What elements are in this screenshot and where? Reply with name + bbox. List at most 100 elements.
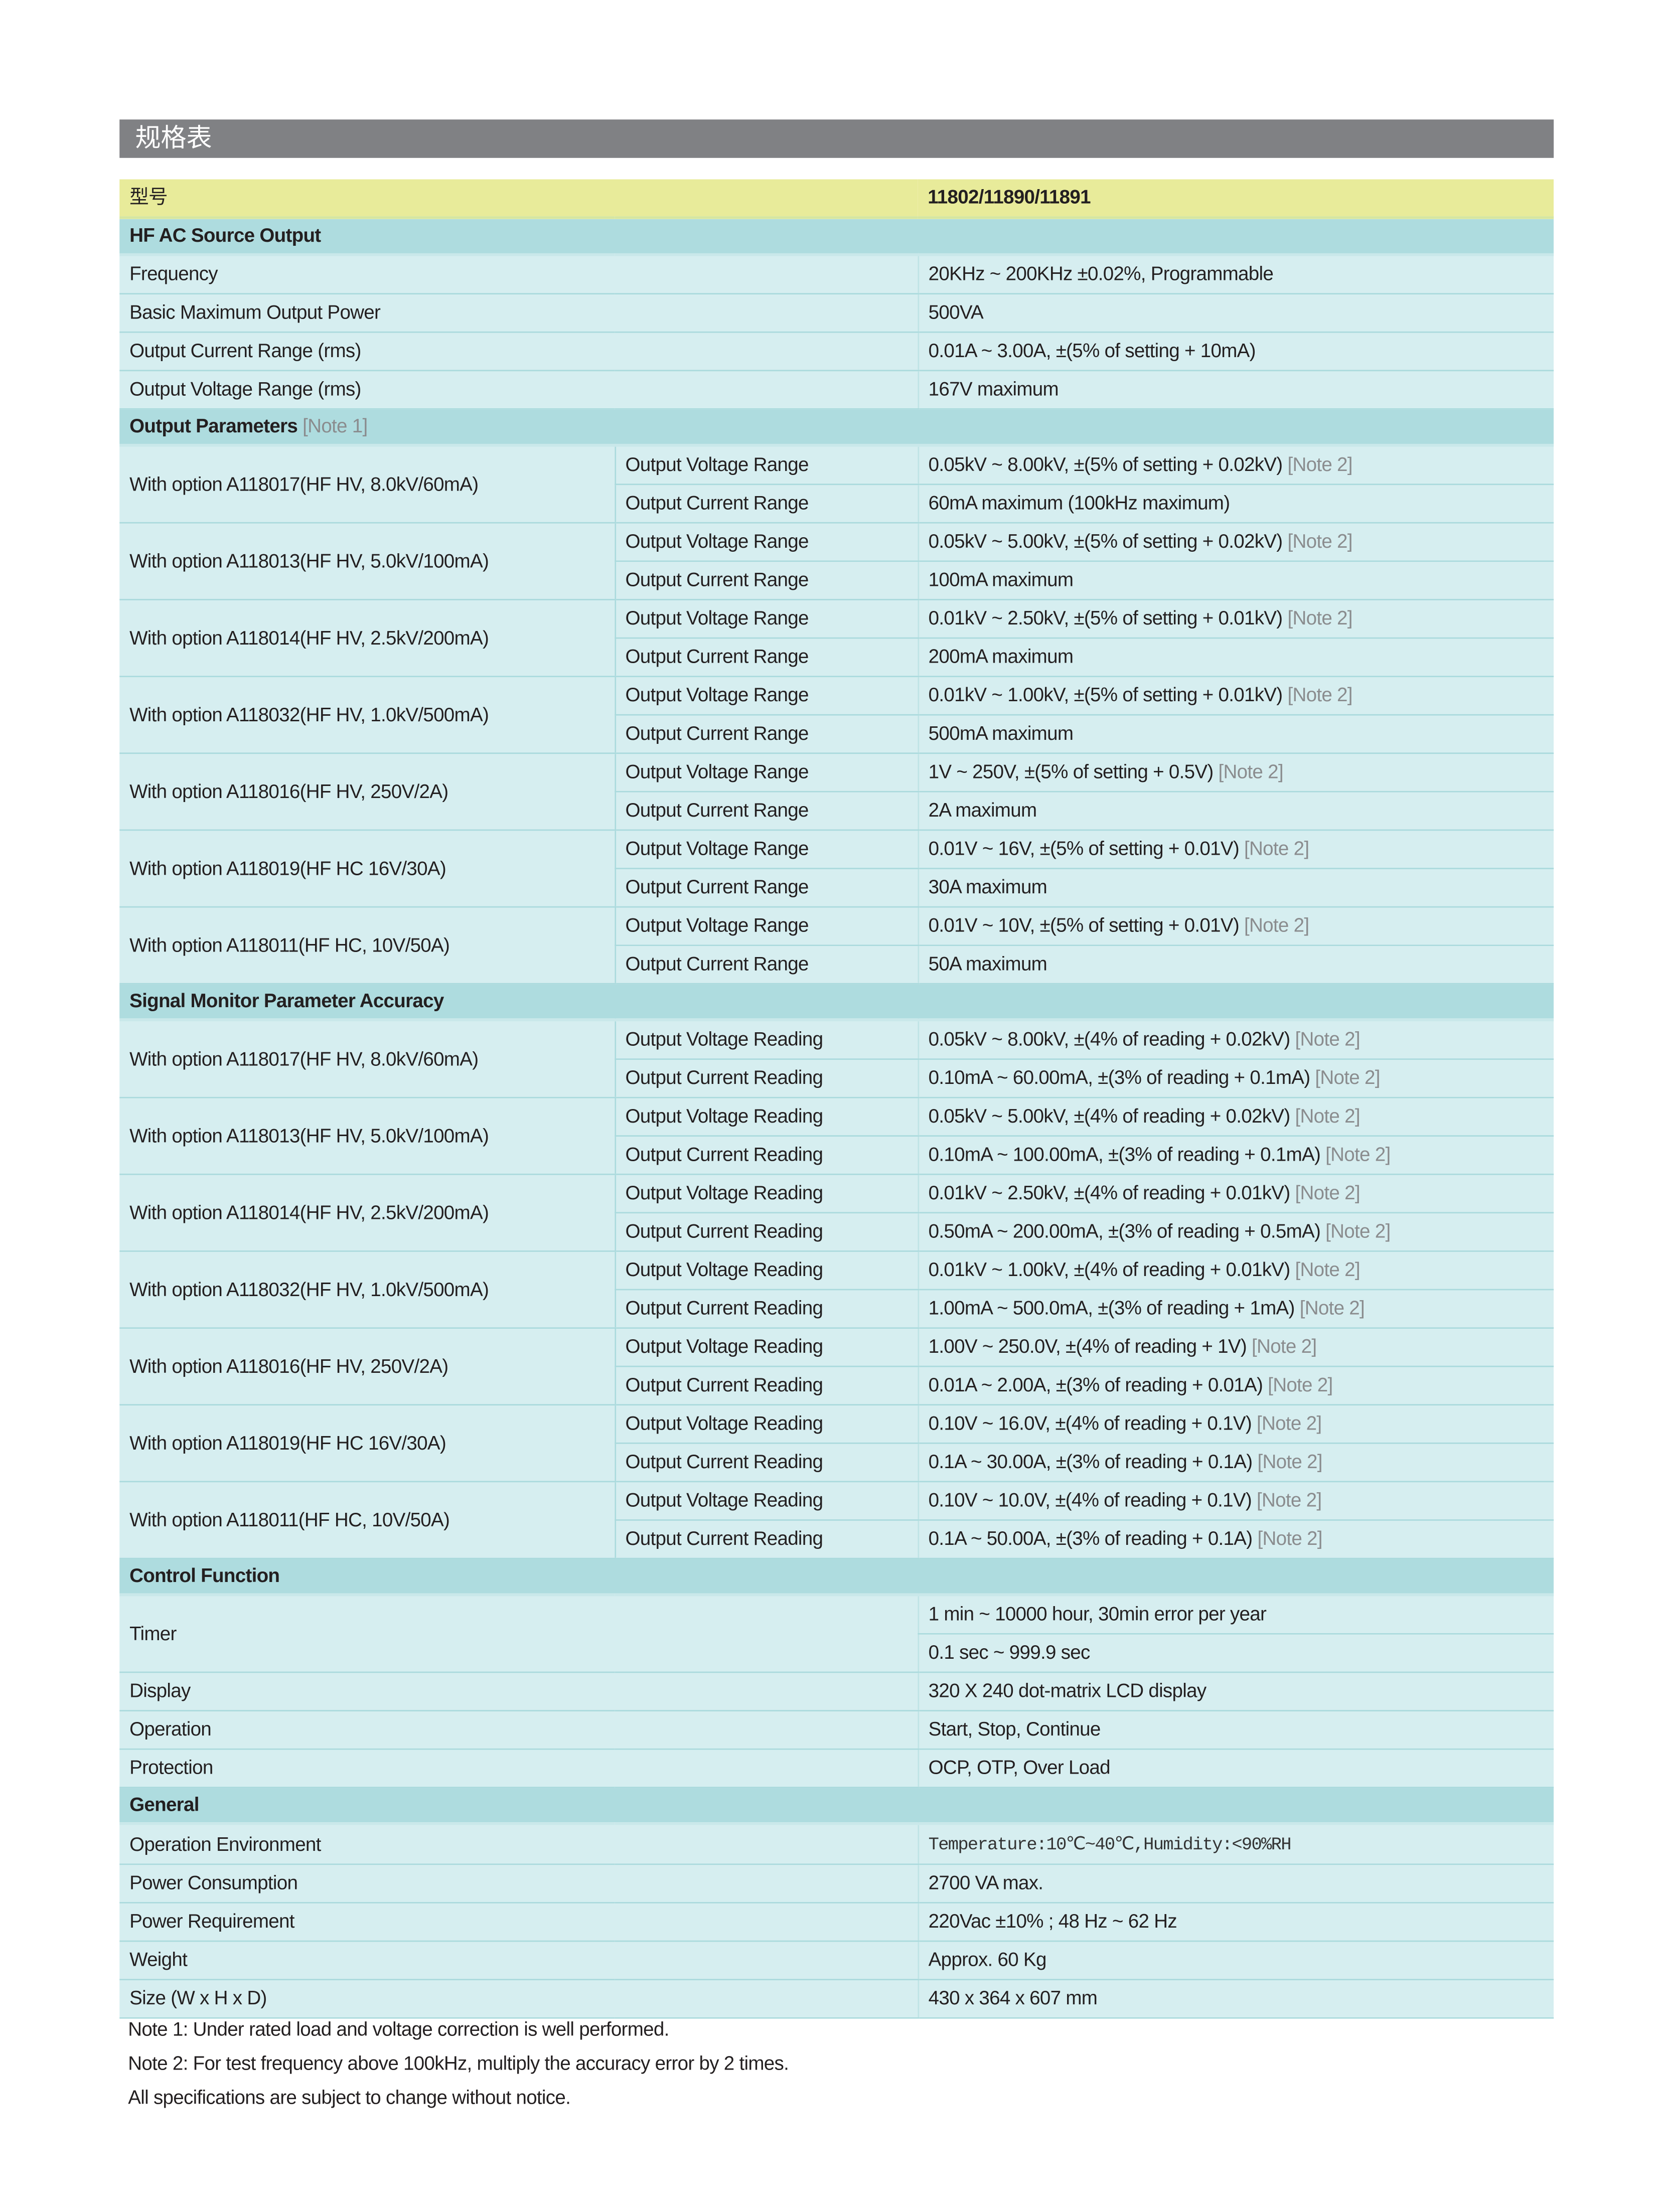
table-row: Timer 1 min ~ 10000 hour, 30min error per… <box>119 1595 1554 1673</box>
spec-value: 0.05kV ~ 5.00kV, ±(4% of reading + 0.02k… <box>928 1105 1291 1127</box>
note-ref: [Note 2] <box>1325 1144 1391 1165</box>
spec-value-cell: 0.01A ~ 3.00A, ±(5% of setting + 10mA) <box>917 332 1554 372</box>
note-ref: [Note 2] <box>1244 914 1309 936</box>
spec-value-cell: 200mA maximum <box>917 638 1554 678</box>
spec-value-cell: 0.1 sec ~ 999.9 sec <box>917 1634 1554 1673</box>
table-row: With option A118013(HF HV, 5.0kV/100mA) O… <box>119 1097 1554 1175</box>
spec-sublabel: Output Voltage Reading <box>614 1174 918 1214</box>
spec-value-cell: 0.01A ~ 2.00A, ±(3% of reading + 0.01A) … <box>917 1366 1554 1406</box>
spec-value-cell: 30A maximum <box>917 868 1554 908</box>
spec-label: With option A118013(HF HV, 5.0kV/100mA) <box>119 523 615 600</box>
spec-value: 0.1 sec ~ 999.9 sec <box>928 1641 1091 1663</box>
spec-label: With option A118017(HF HV, 8.0kV/60mA) <box>119 445 615 524</box>
spec-value-cell: 0.05kV ~ 8.00kV, ±(5% of setting + 0.02k… <box>917 445 1554 486</box>
spec-value-cell: 20KHz ~ 200KHz ±0.02%, Programmable <box>917 254 1554 295</box>
spec-sublabel: Output Voltage Range <box>614 599 918 639</box>
spec-sublabel: Output Voltage Reading <box>614 1328 918 1367</box>
spec-value: Temperature:10℃~40℃,Humidity:<90%RH <box>928 1835 1292 1855</box>
note-ref: [Note 2] <box>1257 1489 1322 1511</box>
spec-label: With option A118013(HF HV, 5.0kV/100mA) <box>119 1097 615 1175</box>
section-title: Control Function <box>119 1558 1554 1597</box>
note-ref: [Note 2] <box>1287 607 1352 629</box>
spec-label: Operation <box>119 1710 918 1750</box>
spec-sublabel: Output Current Reading <box>614 1290 918 1329</box>
note-ref: [Note 2] <box>1295 1182 1360 1204</box>
spec-value: 1 min ~ 10000 hour, 30min error per year <box>928 1603 1267 1625</box>
footnotes: Note 1: Under rated load and voltage cor… <box>128 2013 789 2115</box>
spec-value: 320 X 240 dot-matrix LCD display <box>928 1680 1206 1702</box>
spec-label: Timer <box>119 1595 918 1673</box>
spec-value: 500mA maximum <box>928 722 1074 744</box>
spec-value: 200mA maximum <box>928 646 1074 668</box>
spec-sublabel: Output Voltage Reading <box>614 1251 918 1291</box>
spec-sublabel: Output Voltage Range <box>614 830 918 869</box>
table-row: Output Current Range 500mA maximum <box>119 715 1554 754</box>
spec-value: 0.10V ~ 10.0V, ±(4% of reading + 0.1V) <box>928 1489 1252 1511</box>
spec-value: 0.01kV ~ 2.50kV, ±(5% of setting + 0.01k… <box>928 607 1283 629</box>
spec-sublabel: Output Current Range <box>614 945 918 985</box>
spec-value-cell: 1V ~ 250V, ±(5% of setting + 0.5V) [Note… <box>917 753 1554 793</box>
spec-sublabel: Output Current Range <box>614 715 918 754</box>
spec-label: With option A118016(HF HV, 250V/2A) <box>119 1328 615 1406</box>
spec-value-cell: 500VA <box>917 293 1554 333</box>
spec-value: 1.00V ~ 250.0V, ±(4% of reading + 1V) <box>928 1336 1247 1357</box>
section-title-text: General <box>129 1794 199 1815</box>
table-row: Output Current Reading 0.50mA ~ 200.00mA,… <box>119 1212 1554 1252</box>
table-row: Output Current Range 30A maximum <box>119 868 1554 908</box>
spec-label: With option A118032(HF HV, 1.0kV/500mA) <box>119 1251 615 1329</box>
spec-sublabel: Output Current Reading <box>614 1136 918 1175</box>
spec-value-cell: Temperature:10℃~40℃,Humidity:<90%RH <box>917 1824 1554 1865</box>
spec-value-cell: 1 min ~ 10000 hour, 30min error per year <box>917 1595 1554 1635</box>
spec-value: 1V ~ 250V, ±(5% of setting + 0.5V) <box>928 761 1214 782</box>
section-title-text: Signal Monitor Parameter Accuracy <box>129 990 444 1012</box>
spec-value: 1.00mA ~ 500.0mA, ±(3% of reading + 1mA) <box>928 1297 1295 1319</box>
spec-value-cell: 0.01kV ~ 1.00kV, ±(4% of reading + 0.01k… <box>917 1251 1554 1291</box>
table-row: Output Current Reading 0.1A ~ 50.00A, ±(3… <box>119 1520 1554 1559</box>
page-title: 规格表 <box>119 119 1554 158</box>
note-ref: [Note 2] <box>1257 1412 1322 1434</box>
table-row: With option A118032(HF HV, 1.0kV/500mA) O… <box>119 676 1554 754</box>
spec-label: With option A118019(HF HC 16V/30A) <box>119 1404 615 1483</box>
spec-value-cell: 0.01V ~ 10V, ±(5% of setting + 0.01V) [N… <box>917 907 1554 946</box>
note-ref: [Note 2] <box>1315 1067 1380 1088</box>
spec-value: 50A maximum <box>928 953 1047 975</box>
note-ref: [Note 2] <box>1325 1220 1391 1242</box>
section-title: General <box>119 1787 1554 1825</box>
spec-label: With option A118014(HF HV, 2.5kV/200mA) <box>119 1174 615 1252</box>
spec-sublabel: Output Voltage Reading <box>614 1481 918 1521</box>
table-row: Output Current Reading 0.01A ~ 2.00A, ±(3… <box>119 1366 1554 1406</box>
table-row: Power Consumption 2700 VA max. <box>119 1864 1554 1904</box>
spec-value-cell: Start, Stop, Continue <box>917 1710 1554 1750</box>
spec-value: 0.10mA ~ 100.00mA, ±(3% of reading + 0.1… <box>928 1144 1321 1165</box>
spec-value-cell: 1.00V ~ 250.0V, ±(4% of reading + 1V) [N… <box>917 1328 1554 1367</box>
spec-value: 0.01V ~ 10V, ±(5% of setting + 0.01V) <box>928 914 1240 936</box>
table-row: Output Current Range 60mA maximum (100kHz… <box>119 484 1554 524</box>
spec-value: 30A maximum <box>928 876 1047 898</box>
spec-label: Protection <box>119 1749 918 1789</box>
table-row: Power Requirement 220Vac ±10% ; 48 Hz ~ 6… <box>119 1903 1554 1942</box>
spec-label: With option A118014(HF HV, 2.5kV/200mA) <box>119 599 615 678</box>
spec-value: 0.50mA ~ 200.00mA, ±(3% of reading + 0.5… <box>928 1220 1321 1242</box>
spec-value: 0.10mA ~ 60.00mA, ±(3% of reading + 0.1m… <box>928 1067 1310 1088</box>
spec-sublabel: Output Voltage Range <box>614 676 918 716</box>
spec-value-cell: 0.01kV ~ 1.00kV, ±(5% of setting + 0.01k… <box>917 676 1554 716</box>
section-header: General <box>119 1787 1554 1825</box>
spec-value-cell: 0.1A ~ 50.00A, ±(3% of reading + 0.1A) [… <box>917 1520 1554 1559</box>
note-ref: [Note 2] <box>1295 1028 1360 1050</box>
table-row: Weight Approx. 60 Kg <box>119 1941 1554 1980</box>
spec-label: Display <box>119 1672 918 1711</box>
spec-sublabel: Output Current Reading <box>614 1212 918 1252</box>
table-row: Basic Maximum Output Power 500VA <box>119 293 1554 333</box>
spec-value: Approx. 60 Kg <box>928 1949 1047 1971</box>
section-title: HF AC Source Output <box>119 217 1554 256</box>
spec-sublabel: Output Current Range <box>614 792 918 831</box>
spec-value: 0.01V ~ 16V, ±(5% of setting + 0.01V) <box>928 838 1240 860</box>
spec-value-cell: 0.01kV ~ 2.50kV, ±(4% of reading + 0.01k… <box>917 1174 1554 1214</box>
spec-value-cell: 0.05kV ~ 8.00kV, ±(4% of reading + 0.02k… <box>917 1020 1554 1060</box>
model-value: 11802/11890/11891 <box>918 179 1554 219</box>
spec-value: 0.1A ~ 50.00A, ±(3% of reading + 0.1A) <box>928 1528 1253 1549</box>
spec-sublabel: Output Current Reading <box>614 1366 918 1406</box>
spec-value: 2700 VA max. <box>928 1872 1043 1893</box>
note-ref: [Note 2] <box>1218 761 1284 782</box>
